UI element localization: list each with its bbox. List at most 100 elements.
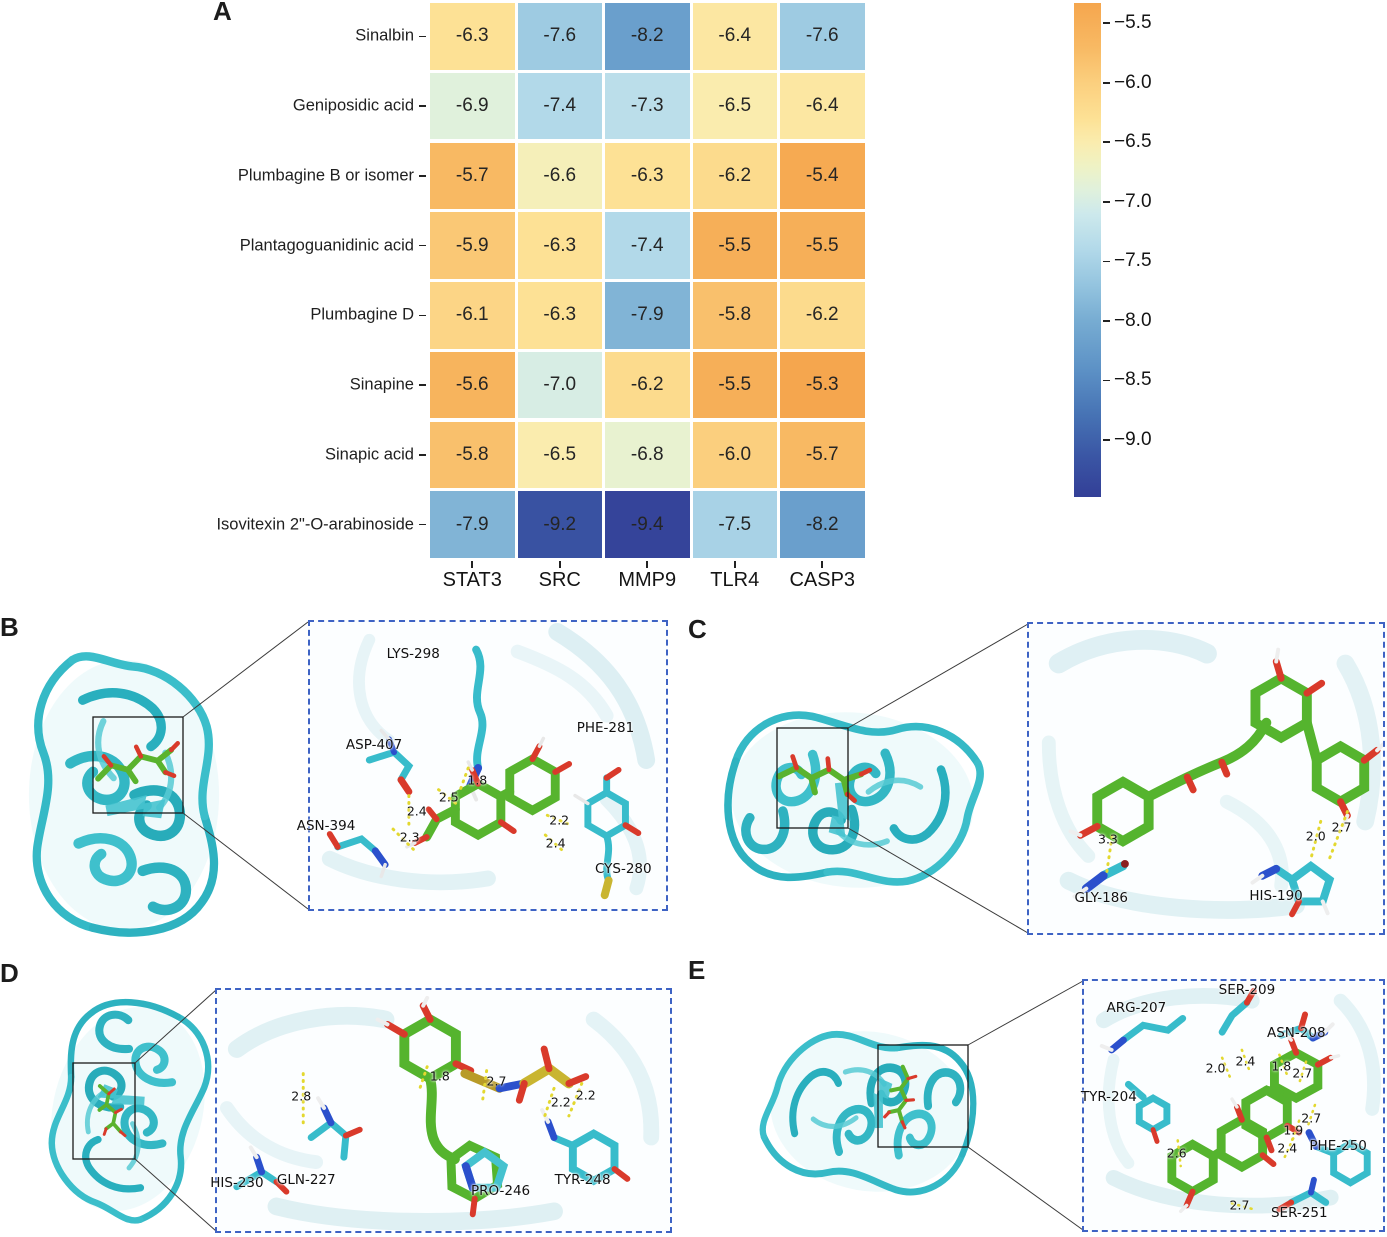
row-tick-mark xyxy=(419,384,426,386)
docking-heatmap: -6.3 -7.6 -8.2 -6.4 -7.6 Sinalbin -6.9 -7.4 -7.3… xyxy=(216,3,1152,591)
heatmap-cell: -6.0 xyxy=(692,421,777,489)
colorbar-tick-label: −7.0 xyxy=(1114,190,1152,212)
heatmap-cell: -8.2 xyxy=(780,491,865,558)
panel-e-label: E xyxy=(688,955,706,985)
hbond-distance-label: 1.9 xyxy=(1283,1122,1304,1138)
binding-site-scene-d xyxy=(219,995,660,1231)
heatmap-cell: -6.3 xyxy=(430,3,515,70)
hbond-distance-label: 2.0 xyxy=(1305,828,1326,844)
hbond-distance-label: 2.7 xyxy=(1229,1197,1250,1213)
residue-label: CYS-280 xyxy=(594,860,652,877)
colorbar-tick-label: −9.0 xyxy=(1114,428,1152,450)
heatmap-column-label: CASP3 xyxy=(789,569,856,591)
colorbar-tick-mark xyxy=(1103,81,1110,84)
heatmap-cell: -5.4 xyxy=(780,142,865,210)
heatmap-row-label: Geniposidic acid xyxy=(292,96,414,115)
heatmap-cell: -6.6 xyxy=(517,142,602,210)
heatmap-cell: -7.4 xyxy=(517,72,602,140)
hbond-distance-label: 2.4 xyxy=(1277,1140,1298,1156)
colorbar-tick-label: −8.0 xyxy=(1114,309,1152,331)
inset-e: ARG-207 SER-209 ASN-208 TYR-204 PHE-250 SER-2… xyxy=(1080,979,1385,1232)
protein-overview-e xyxy=(715,988,1025,1235)
heatmap-cell: -9.2 xyxy=(517,491,602,558)
heatmap-cell: -6.3 xyxy=(517,282,602,349)
heatmap-cell: -7.6 xyxy=(780,3,865,70)
inset-b-labels: LYS-298 ASP-407 PHE-281 ASN-394 CYS-280 1.8 2.… xyxy=(297,622,666,909)
heatmap-cell: -6.3 xyxy=(517,212,602,279)
hbond-distance-label: 2.6 xyxy=(1166,1145,1187,1161)
panel-b-label: B xyxy=(0,612,19,642)
heatmap-cell: -5.8 xyxy=(692,282,777,349)
colorbar xyxy=(1074,3,1101,497)
heatmap-row-label: Plumbagine B or isomer xyxy=(237,166,414,185)
protein-overview-b xyxy=(10,640,238,950)
heatmap-cell: -6.5 xyxy=(517,421,602,489)
hbond-distance-label: 2.7 xyxy=(1331,819,1352,835)
column-tick-mark xyxy=(471,561,474,568)
heatmap-cell: -5.6 xyxy=(430,351,515,419)
column-tick-mark xyxy=(646,561,649,568)
colorbar-tick-label: −6.0 xyxy=(1114,71,1152,93)
hbond-distance-label: 2.4 xyxy=(406,803,427,819)
hbond-distance-label: 3.3 xyxy=(1097,831,1118,847)
residue-label: PRO-246 xyxy=(470,1183,531,1200)
heatmap-cell: -6.2 xyxy=(780,282,865,349)
colorbar-tick-mark xyxy=(1103,141,1110,144)
residue-label: ARG-207 xyxy=(1106,1000,1167,1017)
hbond-distance-label: 1.8 xyxy=(429,1068,450,1084)
inset-e-labels: ARG-207 SER-209 ASN-208 TYR-204 PHE-250 SER-2… xyxy=(1080,981,1383,1230)
hbond-distance-label: 1.8 xyxy=(467,772,488,788)
colorbar-tick-mark xyxy=(1103,439,1110,441)
heatmap-cell: -5.7 xyxy=(780,421,865,489)
residue-label: LYS-298 xyxy=(386,645,440,662)
heatmap-row-label: Plantagoguanidinic acid xyxy=(239,236,414,255)
binding-site-scene-e xyxy=(1095,987,1381,1214)
heatmap-cell: -5.8 xyxy=(430,421,515,489)
heatmap-cell: -6.3 xyxy=(605,142,690,210)
heatmap-column-label: STAT3 xyxy=(442,569,502,591)
hbond-distance-label: 2.0 xyxy=(1205,1060,1226,1076)
residue-label: TYR-248 xyxy=(554,1172,611,1189)
heatmap-cell: -8.2 xyxy=(605,3,690,70)
hbond-distance-label: 2.3 xyxy=(399,829,420,845)
colorbar-tick-mark xyxy=(1103,379,1110,382)
colorbar-tick-label: −6.5 xyxy=(1114,131,1152,153)
colorbar-tick-label: −8.5 xyxy=(1114,369,1152,391)
residue-label: TYR-204 xyxy=(1080,1089,1137,1106)
colorbar-tick-mark xyxy=(1103,320,1110,322)
protein-overview-c xyxy=(705,650,1000,950)
hbond-distance-label: 2.7 xyxy=(1292,1065,1313,1081)
heatmap-cell: -6.8 xyxy=(605,421,690,489)
heatmap-cell: -7.9 xyxy=(430,491,515,558)
colorbar-tick-mark xyxy=(1103,200,1110,203)
heatmap-cell: -5.9 xyxy=(430,212,515,279)
row-tick-mark xyxy=(419,454,426,456)
residue-label: GLY-186 xyxy=(1074,890,1128,907)
hbond-distance-label: 2.2 xyxy=(550,1094,571,1110)
hbond-distance-label: 2.4 xyxy=(1235,1053,1256,1069)
hbond-distance-label: 2.5 xyxy=(438,789,459,805)
heatmap-row-label: Plumbagine D xyxy=(310,305,414,324)
inset-c: GLY-186 HIS-190 3.3 2.0 2.7 xyxy=(1027,622,1385,935)
column-tick-mark xyxy=(733,561,736,568)
heatmap-cell: -6.4 xyxy=(780,72,865,140)
heatmap-cell: -6.1 xyxy=(430,282,515,349)
row-tick-mark xyxy=(419,523,426,526)
residue-label: HIS-190 xyxy=(1249,887,1303,904)
heatmap-cell: -6.5 xyxy=(692,72,777,140)
residue-label: ASN-208 xyxy=(1267,1025,1326,1042)
residue-label: HIS-230 xyxy=(210,1174,264,1191)
row-tick-mark xyxy=(419,314,426,317)
colorbar-tick-label: −5.5 xyxy=(1114,12,1152,34)
panel-a-label: A xyxy=(213,0,232,26)
heatmap-cell: -5.3 xyxy=(780,351,865,419)
panel-c-label: C xyxy=(688,614,707,644)
heatmap-row-label: Sinalbin xyxy=(355,26,414,45)
binding-site-scene-b xyxy=(321,622,656,900)
inset-d: HIS-230 GLN-227 PRO-246 TYR-248 2.8 1.8 2.7 2.2… xyxy=(210,988,672,1233)
heatmap-column-label: TLR4 xyxy=(710,569,760,591)
hbond-distance-label: 2.8 xyxy=(291,1088,312,1104)
heatmap-cell: -5.5 xyxy=(692,212,777,279)
colorbar-tick-mark xyxy=(1103,22,1110,25)
